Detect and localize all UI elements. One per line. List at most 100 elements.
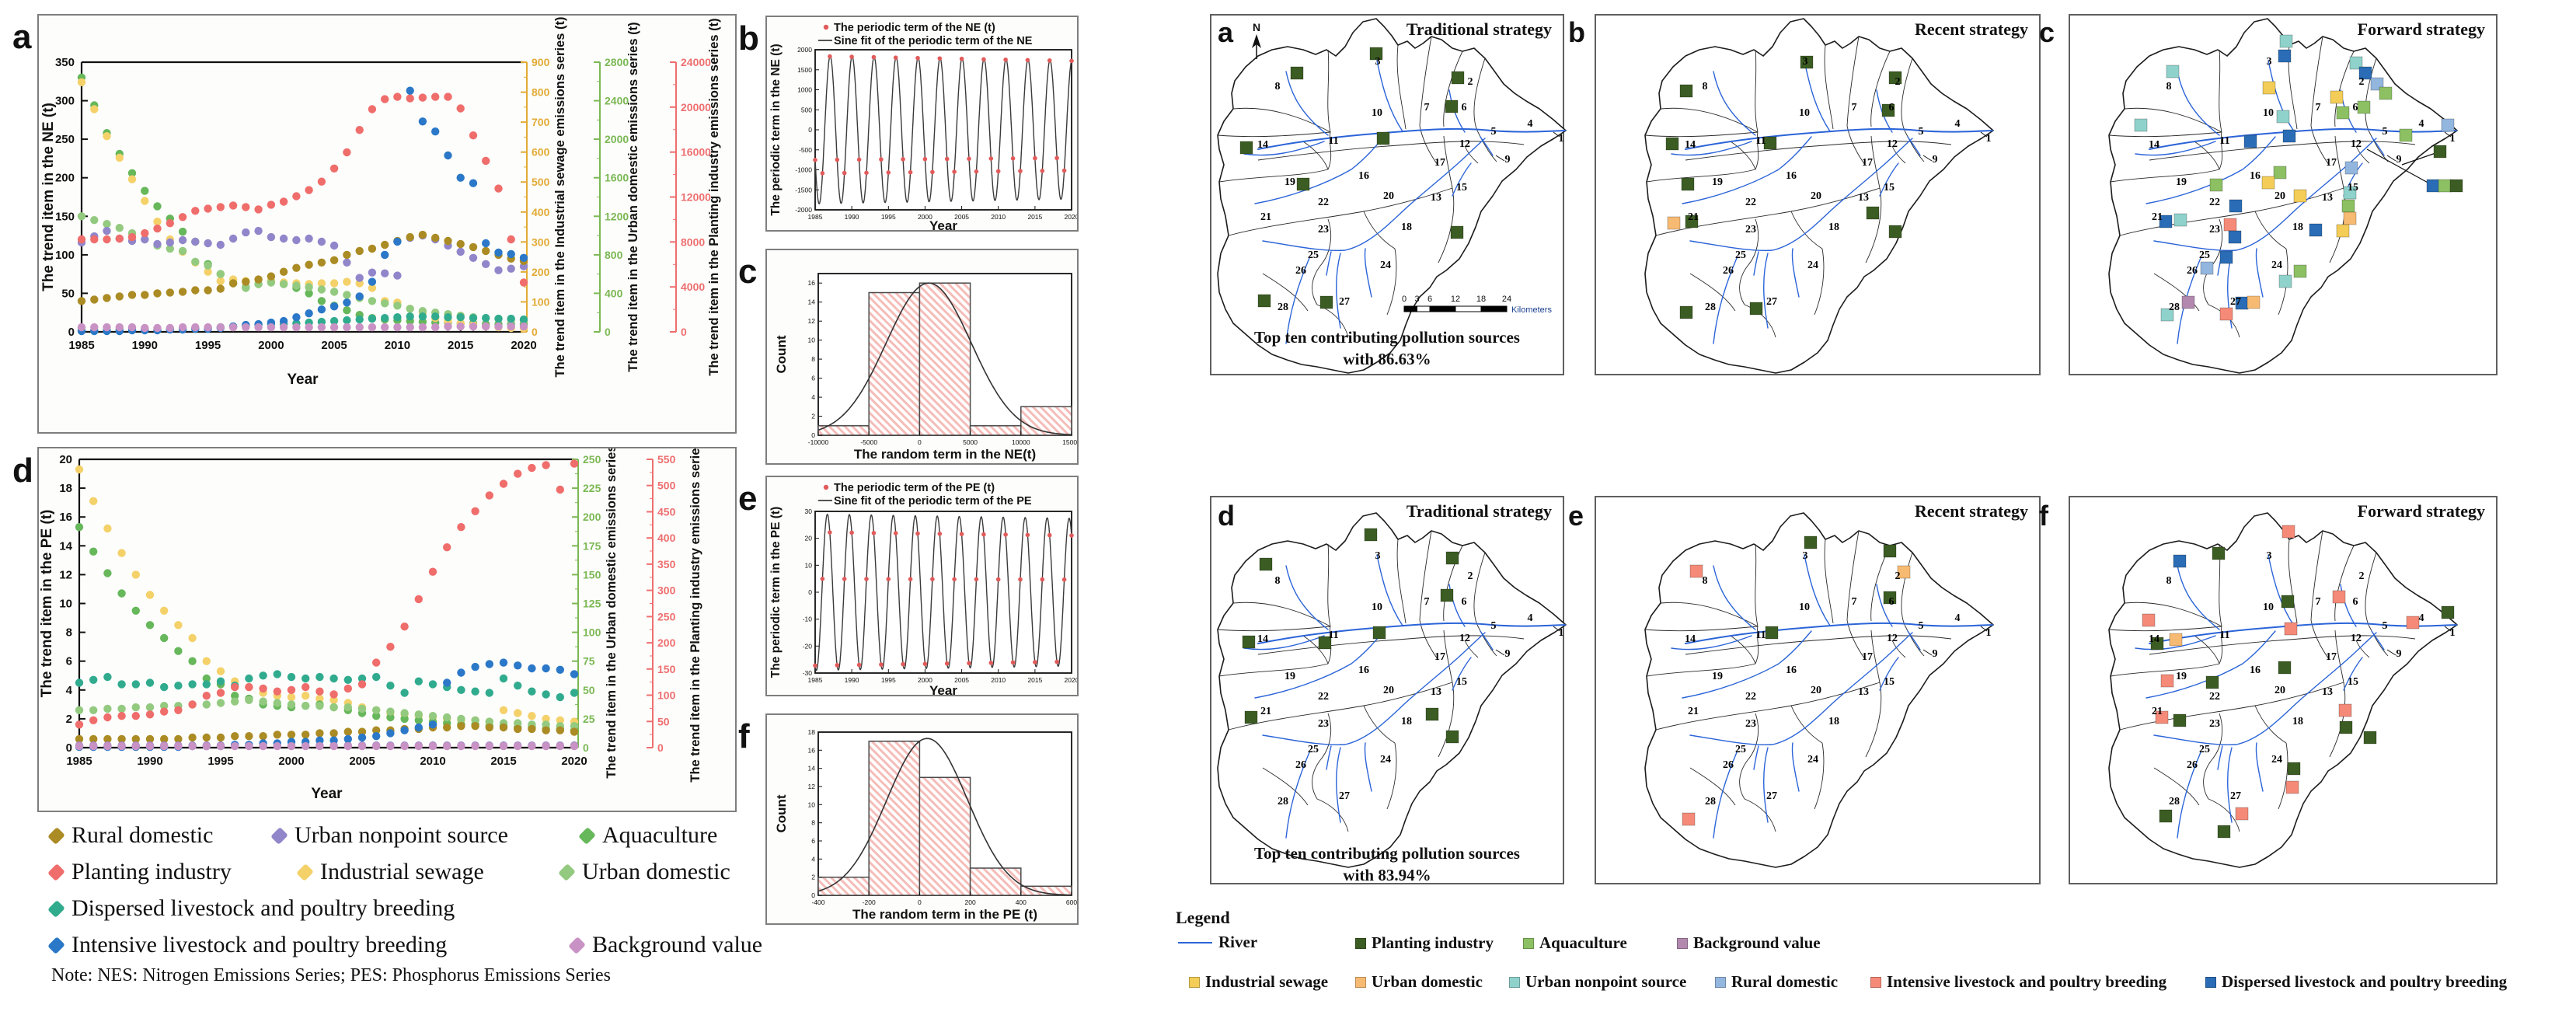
axis-label-x: Year [929, 218, 957, 230]
north-label: N [1253, 21, 1260, 33]
subbasin-label-9: 9 [1505, 154, 1511, 166]
x-tick-label: 2000 [918, 676, 932, 684]
subbasin-label-22: 22 [1318, 691, 1329, 703]
square-planting [1445, 730, 1459, 744]
subbasin-label-2: 2 [1895, 76, 1901, 88]
map-f: 1 2 3 4 5 6 7 8 9 10 11 12 13 14 15 16 17 18 19 20 21 22 23 24 2… [2069, 496, 2498, 884]
map-c-strategy-title: Forward strategy [2357, 19, 2485, 39]
x-tick-label: 0 [918, 438, 922, 446]
x-tick-label: 10000 [1012, 438, 1030, 446]
y-tick-label: 10 [805, 561, 813, 569]
subbasin-label-6: 6 [1889, 102, 1895, 113]
legend-marker-icon [568, 936, 586, 954]
square-rural [2344, 161, 2358, 175]
map-panel-letter-f: f [2039, 500, 2048, 532]
legend-square-icon [1715, 976, 1726, 988]
square-urban_nonpoint [2278, 274, 2292, 288]
square-planting [2339, 720, 2353, 734]
subbasin-label-19: 19 [1285, 176, 1295, 188]
x-tick-label: -200 [863, 898, 876, 906]
map-legend-label: Background value [1693, 933, 1821, 952]
right-tick-label: 200 [657, 637, 676, 649]
watershed-geometry [1644, 512, 1994, 868]
subbasin-label-7: 7 [2316, 596, 2321, 608]
map-legend-item-industrial: Industrial sewage [1189, 972, 1328, 992]
x-tick-label: -400 [811, 898, 824, 906]
y-tick-label: 10 [808, 337, 816, 344]
square-planting [1800, 55, 1814, 69]
subbasin-label-26: 26 [2187, 265, 2198, 277]
y-tick-label: 100 [55, 249, 75, 262]
right-tick-label: 125 [583, 598, 601, 610]
y-tick-label: 18 [808, 728, 816, 736]
subbasin-label-18: 18 [2292, 221, 2303, 233]
square-intensive [2223, 218, 2237, 232]
axis-label-left: Count [774, 794, 789, 832]
subbasin-label-6: 6 [2353, 102, 2358, 113]
series-rural_domestic [75, 722, 579, 744]
square-planting [1445, 99, 1459, 113]
map-panel-letter-b: b [1568, 16, 1585, 48]
square-planting [1296, 177, 1310, 191]
subbasin-label-20: 20 [1811, 190, 1821, 202]
legend-item-dispersed-livestock-and-poultry-breeding: Dispersed livestock and poultry breeding [47, 895, 455, 922]
map-panel-letter-a: a [1218, 16, 1234, 48]
square-planting [1763, 136, 1777, 150]
square-planting [1318, 636, 1332, 650]
axis-label-right: The trend item in the Planting industry … [688, 448, 702, 783]
subbasin-label-19: 19 [1285, 671, 1295, 682]
right-tick-label: 100 [657, 689, 676, 702]
square-aquaculture [2399, 128, 2413, 142]
series-urban_domestic [75, 696, 579, 731]
subbasin-label-17: 17 [1862, 651, 1873, 663]
legend-item-label: Urban domestic [582, 859, 730, 884]
subbasin-label-7: 7 [2316, 102, 2321, 113]
subbasin-label-5: 5 [1491, 620, 1497, 632]
right-tick-label: 350 [657, 558, 676, 570]
right-tick-label: 1200 [605, 210, 629, 222]
subbasin-label-21: 21 [1260, 211, 1271, 223]
y-tick-label: 14 [59, 539, 72, 553]
y-tick-label: 20 [805, 535, 813, 542]
subbasin-label-23: 23 [1745, 718, 1756, 730]
right-tick-label: 550 [657, 453, 676, 466]
subbasin-label-5: 5 [1491, 126, 1497, 138]
subbasin-label-14: 14 [2149, 139, 2159, 151]
y-tick-label: -500 [799, 146, 812, 154]
subbasin-label-20: 20 [2274, 190, 2285, 202]
x-tick-label: 1995 [195, 339, 221, 352]
square-aquaculture [2293, 264, 2307, 278]
leader-lines [2366, 131, 2452, 185]
x-tick-label: 0 [918, 898, 922, 906]
subbasin-label-4: 4 [1955, 612, 1961, 624]
x-tick-label: 2015 [448, 339, 473, 352]
subbasin-label-22: 22 [2209, 691, 2220, 703]
leader-lines [2386, 626, 2452, 656]
subbasin-label-17: 17 [2326, 651, 2337, 663]
subbasin-label-11: 11 [1328, 630, 1338, 641]
square-dispersed [2282, 129, 2296, 143]
square-background [2181, 295, 2195, 309]
square-planting [1364, 528, 1378, 542]
subbasin-label-9: 9 [1505, 648, 1511, 660]
panel-letter-b: b [738, 19, 759, 58]
map-legend-label: Urban nonpoint source [1525, 972, 1687, 991]
square-planting [2217, 825, 2231, 839]
x-tick-label: 1985 [808, 213, 823, 221]
square-intensive [2284, 622, 2298, 636]
subbasin-label-28: 28 [1278, 796, 1288, 807]
map-legend-river-label: River [1218, 933, 1258, 951]
legend-item-label: Rural domestic [71, 822, 214, 848]
square-planting [1888, 225, 1902, 239]
right-tick-label: 300 [657, 584, 676, 597]
river-network [2135, 554, 2457, 839]
map-legend-item-rural: Rural domestic [1715, 972, 1838, 992]
subbasin-label-27: 27 [1766, 296, 1777, 308]
square-planting [2173, 713, 2187, 727]
axis-label-left: The periodic term in the PE (t) [769, 507, 783, 678]
y-tick-label: 300 [55, 95, 75, 108]
x-tick-label: 2005 [321, 339, 347, 352]
subbasin-label-20: 20 [1383, 685, 1394, 696]
subbasin-label-18: 18 [1828, 716, 1839, 727]
